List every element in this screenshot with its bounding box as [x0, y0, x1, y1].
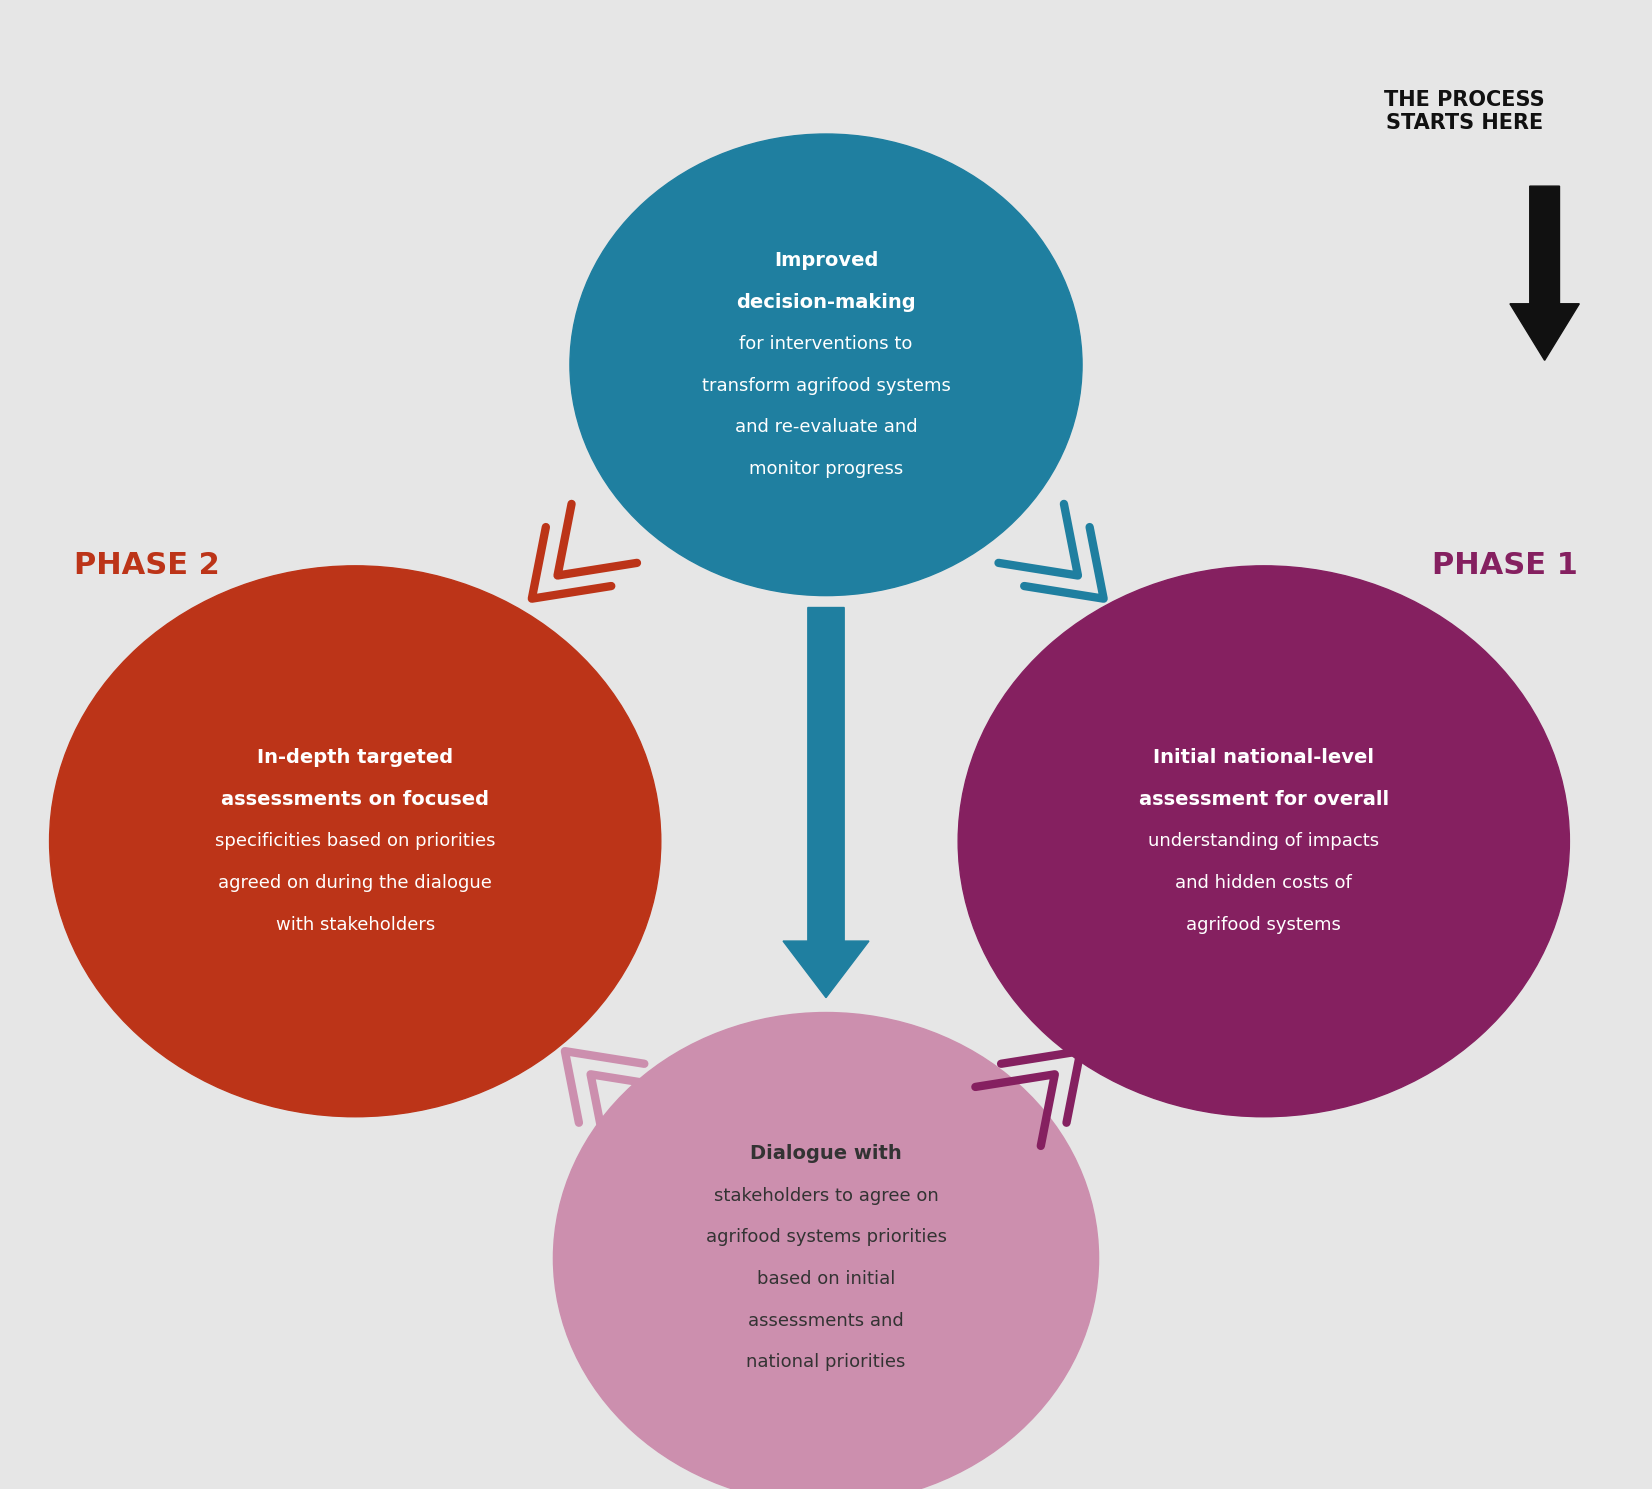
Text: agreed on during the dialogue: agreed on during the dialogue: [218, 874, 492, 892]
Text: agrifood systems: agrifood systems: [1186, 916, 1341, 934]
Text: PHASE 1: PHASE 1: [1432, 551, 1578, 581]
FancyArrow shape: [783, 608, 869, 998]
Text: based on initial: based on initial: [757, 1270, 895, 1288]
Circle shape: [50, 566, 661, 1117]
Text: THE PROCESS
STARTS HERE: THE PROCESS STARTS HERE: [1384, 89, 1545, 134]
Circle shape: [553, 1013, 1099, 1489]
Text: Improved: Improved: [773, 252, 879, 270]
Text: stakeholders to agree on: stakeholders to agree on: [714, 1187, 938, 1205]
Text: In-depth targeted: In-depth targeted: [258, 749, 453, 767]
Text: understanding of impacts: understanding of impacts: [1148, 832, 1379, 850]
Text: national priorities: national priorities: [747, 1354, 905, 1371]
Circle shape: [570, 134, 1082, 596]
Text: specificities based on priorities: specificities based on priorities: [215, 832, 496, 850]
Text: decision-making: decision-making: [737, 293, 915, 311]
Text: Dialogue with: Dialogue with: [750, 1145, 902, 1163]
Text: assessments and: assessments and: [748, 1312, 904, 1330]
Text: assessment for overall: assessment for overall: [1138, 791, 1389, 809]
Text: for interventions to: for interventions to: [740, 335, 912, 353]
Text: PHASE 2: PHASE 2: [74, 551, 220, 581]
Text: assessments on focused: assessments on focused: [221, 791, 489, 809]
Text: and re-evaluate and: and re-evaluate and: [735, 418, 917, 436]
Text: with stakeholders: with stakeholders: [276, 916, 434, 934]
FancyArrow shape: [1510, 186, 1579, 360]
Text: Initial national-level: Initial national-level: [1153, 749, 1374, 767]
Text: agrifood systems priorities: agrifood systems priorities: [705, 1228, 947, 1246]
Text: transform agrifood systems: transform agrifood systems: [702, 377, 950, 395]
Text: monitor progress: monitor progress: [748, 460, 904, 478]
Text: and hidden costs of: and hidden costs of: [1176, 874, 1351, 892]
Circle shape: [958, 566, 1569, 1117]
